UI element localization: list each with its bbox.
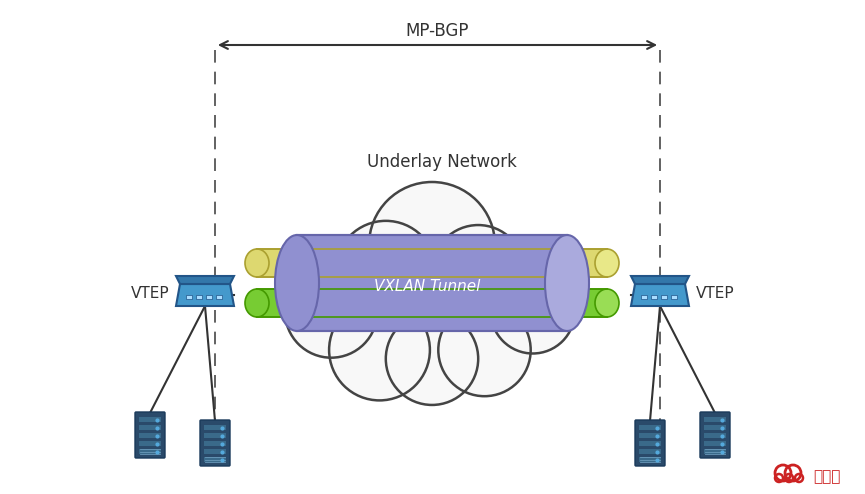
FancyBboxPatch shape [200, 420, 230, 466]
Circle shape [386, 313, 478, 405]
Ellipse shape [545, 235, 589, 331]
Bar [139, 449, 161, 454]
Bar [216, 295, 222, 299]
Text: VTEP: VTEP [695, 286, 734, 300]
Bar [139, 433, 161, 438]
Circle shape [490, 270, 575, 354]
Ellipse shape [245, 249, 269, 277]
Bar [704, 449, 726, 454]
Bar [257, 289, 607, 317]
Bar [204, 449, 226, 454]
Bar [671, 295, 677, 299]
Bar [297, 235, 567, 331]
Bar [257, 249, 607, 277]
Bar [204, 433, 226, 438]
Circle shape [329, 299, 430, 401]
Circle shape [369, 182, 495, 308]
Text: 亿速云: 亿速云 [813, 469, 841, 485]
Ellipse shape [595, 289, 619, 317]
Bar [139, 441, 161, 446]
FancyBboxPatch shape [135, 412, 165, 458]
Ellipse shape [275, 235, 319, 331]
Ellipse shape [595, 249, 619, 277]
Bar [639, 441, 661, 446]
Circle shape [432, 225, 524, 318]
Text: VTEP: VTEP [131, 286, 170, 300]
Polygon shape [631, 276, 689, 284]
Ellipse shape [245, 289, 269, 317]
Bar [639, 425, 661, 430]
Circle shape [439, 304, 531, 396]
Bar [639, 449, 661, 454]
FancyBboxPatch shape [700, 412, 730, 458]
Bar [186, 295, 192, 299]
Text: VXLAN Tunnel: VXLAN Tunnel [374, 279, 480, 293]
Circle shape [285, 265, 377, 358]
Bar [704, 441, 726, 446]
Bar [704, 433, 726, 438]
Bar [661, 295, 667, 299]
Bar [139, 425, 161, 430]
Bar [704, 417, 726, 422]
Circle shape [336, 221, 436, 322]
Bar [641, 295, 647, 299]
Bar [204, 425, 226, 430]
Text: Underlay Network: Underlay Network [367, 153, 517, 171]
Bar [204, 457, 226, 462]
Bar [206, 295, 212, 299]
Bar [139, 417, 161, 422]
Bar [704, 425, 726, 430]
FancyBboxPatch shape [635, 420, 665, 466]
Bar [204, 441, 226, 446]
Bar [651, 295, 657, 299]
Polygon shape [631, 284, 689, 306]
Text: MP-BGP: MP-BGP [406, 22, 469, 40]
Bar [639, 433, 661, 438]
Bar [639, 457, 661, 462]
Polygon shape [176, 284, 234, 306]
Polygon shape [176, 276, 234, 284]
Bar [196, 295, 202, 299]
